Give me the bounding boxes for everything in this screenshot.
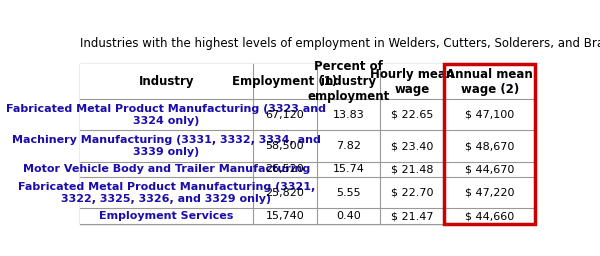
Text: 5.55: 5.55 [336,188,361,198]
Text: Industry: Industry [139,75,194,88]
Bar [80,162,535,177]
Text: 67,120: 67,120 [265,110,304,120]
Bar [80,99,535,131]
Text: $ 47,220: $ 47,220 [465,188,515,198]
Bar [80,64,535,224]
Text: Percent of
industry
employment: Percent of industry employment [307,60,389,103]
Text: $ 21.47: $ 21.47 [391,211,434,221]
Text: Employment Services: Employment Services [99,211,233,221]
Text: Machinery Manufacturing (3331, 3332, 3334, and
3339 only): Machinery Manufacturing (3331, 3332, 333… [12,135,320,157]
Text: Annual mean
wage (2): Annual mean wage (2) [446,68,533,96]
Text: 0.40: 0.40 [336,211,361,221]
Text: $ 22.65: $ 22.65 [391,110,433,120]
Text: 25,820: 25,820 [265,188,304,198]
Text: 15.74: 15.74 [332,164,364,174]
Bar [80,64,535,99]
Bar [444,64,535,224]
Text: 58,500: 58,500 [265,141,304,151]
Bar [80,131,535,162]
Text: 15,740: 15,740 [265,211,304,221]
Text: $ 21.48: $ 21.48 [391,164,434,174]
Text: Fabricated Metal Product Manufacturing (3321,
3322, 3325, 3326, and 3329 only): Fabricated Metal Product Manufacturing (… [17,182,315,204]
Text: $ 44,660: $ 44,660 [465,211,514,221]
Text: Motor Vehicle Body and Trailer Manufacturing: Motor Vehicle Body and Trailer Manufactu… [23,164,310,174]
Text: $ 22.70: $ 22.70 [391,188,434,198]
Text: $ 23.40: $ 23.40 [391,141,433,151]
Text: $ 47,100: $ 47,100 [465,110,514,120]
Bar [80,208,535,224]
Text: 26,520: 26,520 [265,164,304,174]
Text: Employment (1): Employment (1) [232,75,337,88]
Bar [80,177,535,208]
Text: 7.82: 7.82 [336,141,361,151]
Text: $ 48,670: $ 48,670 [465,141,514,151]
Text: Hourly mean
wage: Hourly mean wage [370,68,454,96]
Text: Fabricated Metal Product Manufacturing (3323 and
3324 only): Fabricated Metal Product Manufacturing (… [6,104,326,126]
Text: Industries with the highest levels of employment in Welders, Cutters, Solderers,: Industries with the highest levels of em… [80,37,600,50]
Text: $ 44,670: $ 44,670 [465,164,514,174]
Text: 13.83: 13.83 [332,110,364,120]
